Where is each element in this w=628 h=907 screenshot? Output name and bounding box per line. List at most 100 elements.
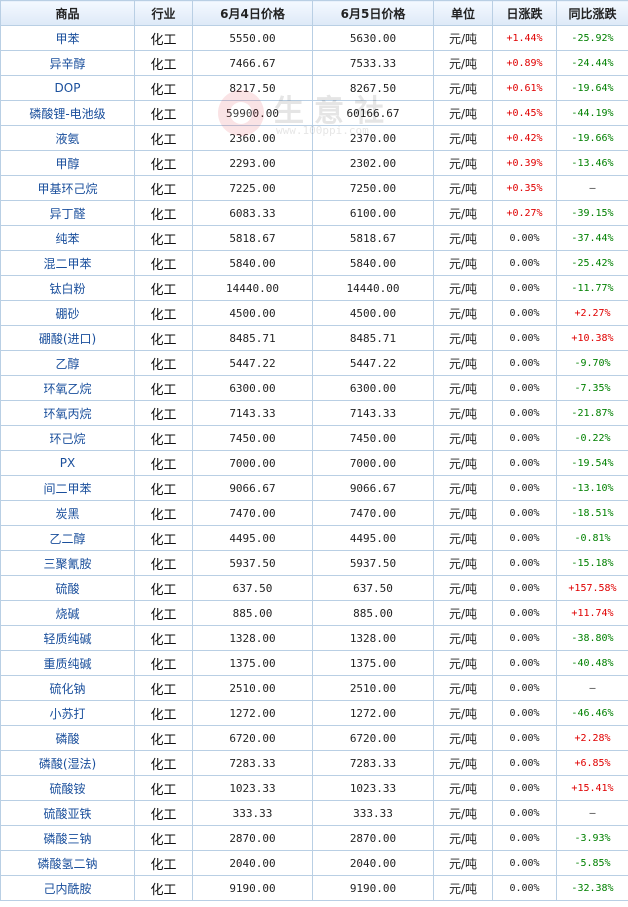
table-row: 甲苯 化工 5550.00 5630.00 元/吨 +1.44% -25.92%	[0, 25, 628, 51]
product-cell: 磷酸三钠	[0, 825, 135, 851]
table-row: 异丁醛 化工 6083.33 6100.00 元/吨 +0.27% -39.15%	[0, 200, 628, 226]
unit-cell: 元/吨	[433, 500, 493, 526]
product-link[interactable]: 炭黑	[55, 506, 80, 521]
product-link[interactable]: DOP	[54, 81, 81, 95]
price-curr-cell: 1328.00	[312, 625, 434, 651]
industry-cell: 化工	[134, 550, 193, 576]
daily-change-cell: 0.00%	[492, 250, 557, 276]
product-cell: 甲基环己烷	[0, 175, 135, 201]
price-prev-cell: 4500.00	[192, 300, 313, 326]
unit-cell: 元/吨	[433, 25, 493, 51]
price-prev-cell: 6083.33	[192, 200, 313, 226]
product-link[interactable]: 硫酸	[55, 581, 80, 596]
product-link[interactable]: 间二甲苯	[43, 481, 92, 496]
daily-change-cell: 0.00%	[492, 850, 557, 876]
product-link[interactable]: 异辛醇	[49, 56, 86, 71]
industry-cell: 化工	[134, 325, 193, 351]
daily-change-cell: +0.35%	[492, 175, 557, 201]
daily-change-cell: 0.00%	[492, 525, 557, 551]
product-link[interactable]: 钛白粉	[49, 281, 86, 296]
unit-cell: 元/吨	[433, 425, 493, 451]
product-link[interactable]: 环己烷	[49, 431, 86, 446]
product-link[interactable]: 混二甲苯	[43, 256, 92, 271]
product-link[interactable]: 乙二醇	[49, 531, 86, 546]
table-row: 硫酸亚铁 化工 333.33 333.33 元/吨 0.00% —	[0, 800, 628, 826]
daily-change-cell: +1.44%	[492, 25, 557, 51]
yoy-change-cell: -3.93%	[556, 825, 628, 851]
unit-cell: 元/吨	[433, 225, 493, 251]
product-link[interactable]: 重质纯碱	[43, 656, 92, 671]
product-link[interactable]: 磷酸(湿法)	[38, 756, 97, 771]
product-link[interactable]: 甲基环己烷	[37, 181, 98, 196]
product-cell: 小苏打	[0, 700, 135, 726]
price-curr-cell: 8485.71	[312, 325, 434, 351]
product-link[interactable]: 硼砂	[55, 306, 80, 321]
price-curr-cell: 6720.00	[312, 725, 434, 751]
price-prev-cell: 5840.00	[192, 250, 313, 276]
table-row: 磷酸氢二钠 化工 2040.00 2040.00 元/吨 0.00% -5.85%	[0, 850, 628, 876]
daily-change-cell: 0.00%	[492, 800, 557, 826]
price-prev-cell: 2360.00	[192, 125, 313, 151]
price-curr-cell: 7283.33	[312, 750, 434, 776]
product-link[interactable]: 小苏打	[49, 706, 86, 721]
product-link[interactable]: 三聚氰胺	[43, 556, 92, 571]
price-prev-cell: 2510.00	[192, 675, 313, 701]
yoy-change-cell: -25.42%	[556, 250, 628, 276]
product-link[interactable]: PX	[59, 456, 76, 470]
product-link[interactable]: 硫酸亚铁	[43, 806, 92, 821]
price-curr-cell: 60166.67	[312, 100, 434, 126]
table-row: 甲基环己烷 化工 7225.00 7250.00 元/吨 +0.35% —	[0, 175, 628, 201]
industry-cell: 化工	[134, 225, 193, 251]
unit-cell: 元/吨	[433, 375, 493, 401]
product-link[interactable]: 甲醇	[55, 156, 80, 171]
product-link[interactable]: 环氧乙烷	[43, 381, 92, 396]
price-prev-cell: 9066.67	[192, 475, 313, 501]
price-curr-cell: 7143.33	[312, 400, 434, 426]
product-link[interactable]: 轻质纯碱	[43, 631, 92, 646]
product-link[interactable]: 硼酸(进口)	[38, 331, 97, 346]
table-body: 甲苯 化工 5550.00 5630.00 元/吨 +1.44% -25.92% 异辛醇化工 7…	[0, 25, 628, 901]
product-link[interactable]: 液氨	[55, 131, 80, 146]
product-link[interactable]: 磷酸	[55, 731, 80, 746]
yoy-change-cell: -39.15%	[556, 200, 628, 226]
product-link[interactable]: 环氧丙烷	[43, 406, 92, 421]
daily-change-cell: +0.27%	[492, 200, 557, 226]
unit-cell: 元/吨	[433, 400, 493, 426]
industry-cell: 化工	[134, 750, 193, 776]
price-curr-cell: 7450.00	[312, 425, 434, 451]
price-curr-cell: 4500.00	[312, 300, 434, 326]
industry-cell: 化工	[134, 700, 193, 726]
product-link[interactable]: 硫酸铵	[49, 781, 86, 796]
price-prev-cell: 885.00	[192, 600, 313, 626]
product-cell: 己内酰胺	[0, 875, 135, 901]
industry-cell: 化工	[134, 475, 193, 501]
yoy-change-cell: -15.18%	[556, 550, 628, 576]
table-row: 环己烷 化工 7450.00 7450.00 元/吨 0.00% -0.22%	[0, 425, 628, 451]
product-link[interactable]: 硫化钠	[49, 681, 86, 696]
daily-change-cell: +0.42%	[492, 125, 557, 151]
product-link[interactable]: 异丁醛	[49, 206, 86, 221]
price-prev-cell: 1375.00	[192, 650, 313, 676]
product-link[interactable]: 乙醇	[55, 356, 80, 371]
product-link[interactable]: 纯苯	[55, 231, 80, 246]
product-link[interactable]: 磷酸氢二钠	[37, 856, 98, 871]
yoy-change-cell: -5.85%	[556, 850, 628, 876]
price-curr-cell: 2510.00	[312, 675, 434, 701]
unit-cell: 元/吨	[433, 675, 493, 701]
price-curr-cell: 2040.00	[312, 850, 434, 876]
header-daily-change: 日涨跌	[492, 0, 557, 26]
header-product: 商品	[0, 0, 135, 26]
table-row: 磷酸 化工 6720.00 6720.00 元/吨 0.00% +2.28%	[0, 725, 628, 751]
product-link[interactable]: 己内酰胺	[43, 881, 92, 896]
daily-change-cell: 0.00%	[492, 375, 557, 401]
daily-change-cell: 0.00%	[492, 225, 557, 251]
price-curr-cell: 2302.00	[312, 150, 434, 176]
table-row: 己内酰胺 化工 9190.00 9190.00 元/吨 0.00% -32.38%	[0, 875, 628, 901]
product-link[interactable]: 磷酸锂-电池级	[29, 106, 106, 121]
price-curr-cell: 637.50	[312, 575, 434, 601]
product-link[interactable]: 烧碱	[55, 606, 80, 621]
product-link[interactable]: 甲苯	[55, 31, 80, 46]
product-link[interactable]: 磷酸三钠	[43, 831, 92, 846]
daily-change-cell: 0.00%	[492, 550, 557, 576]
price-curr-cell: 6300.00	[312, 375, 434, 401]
